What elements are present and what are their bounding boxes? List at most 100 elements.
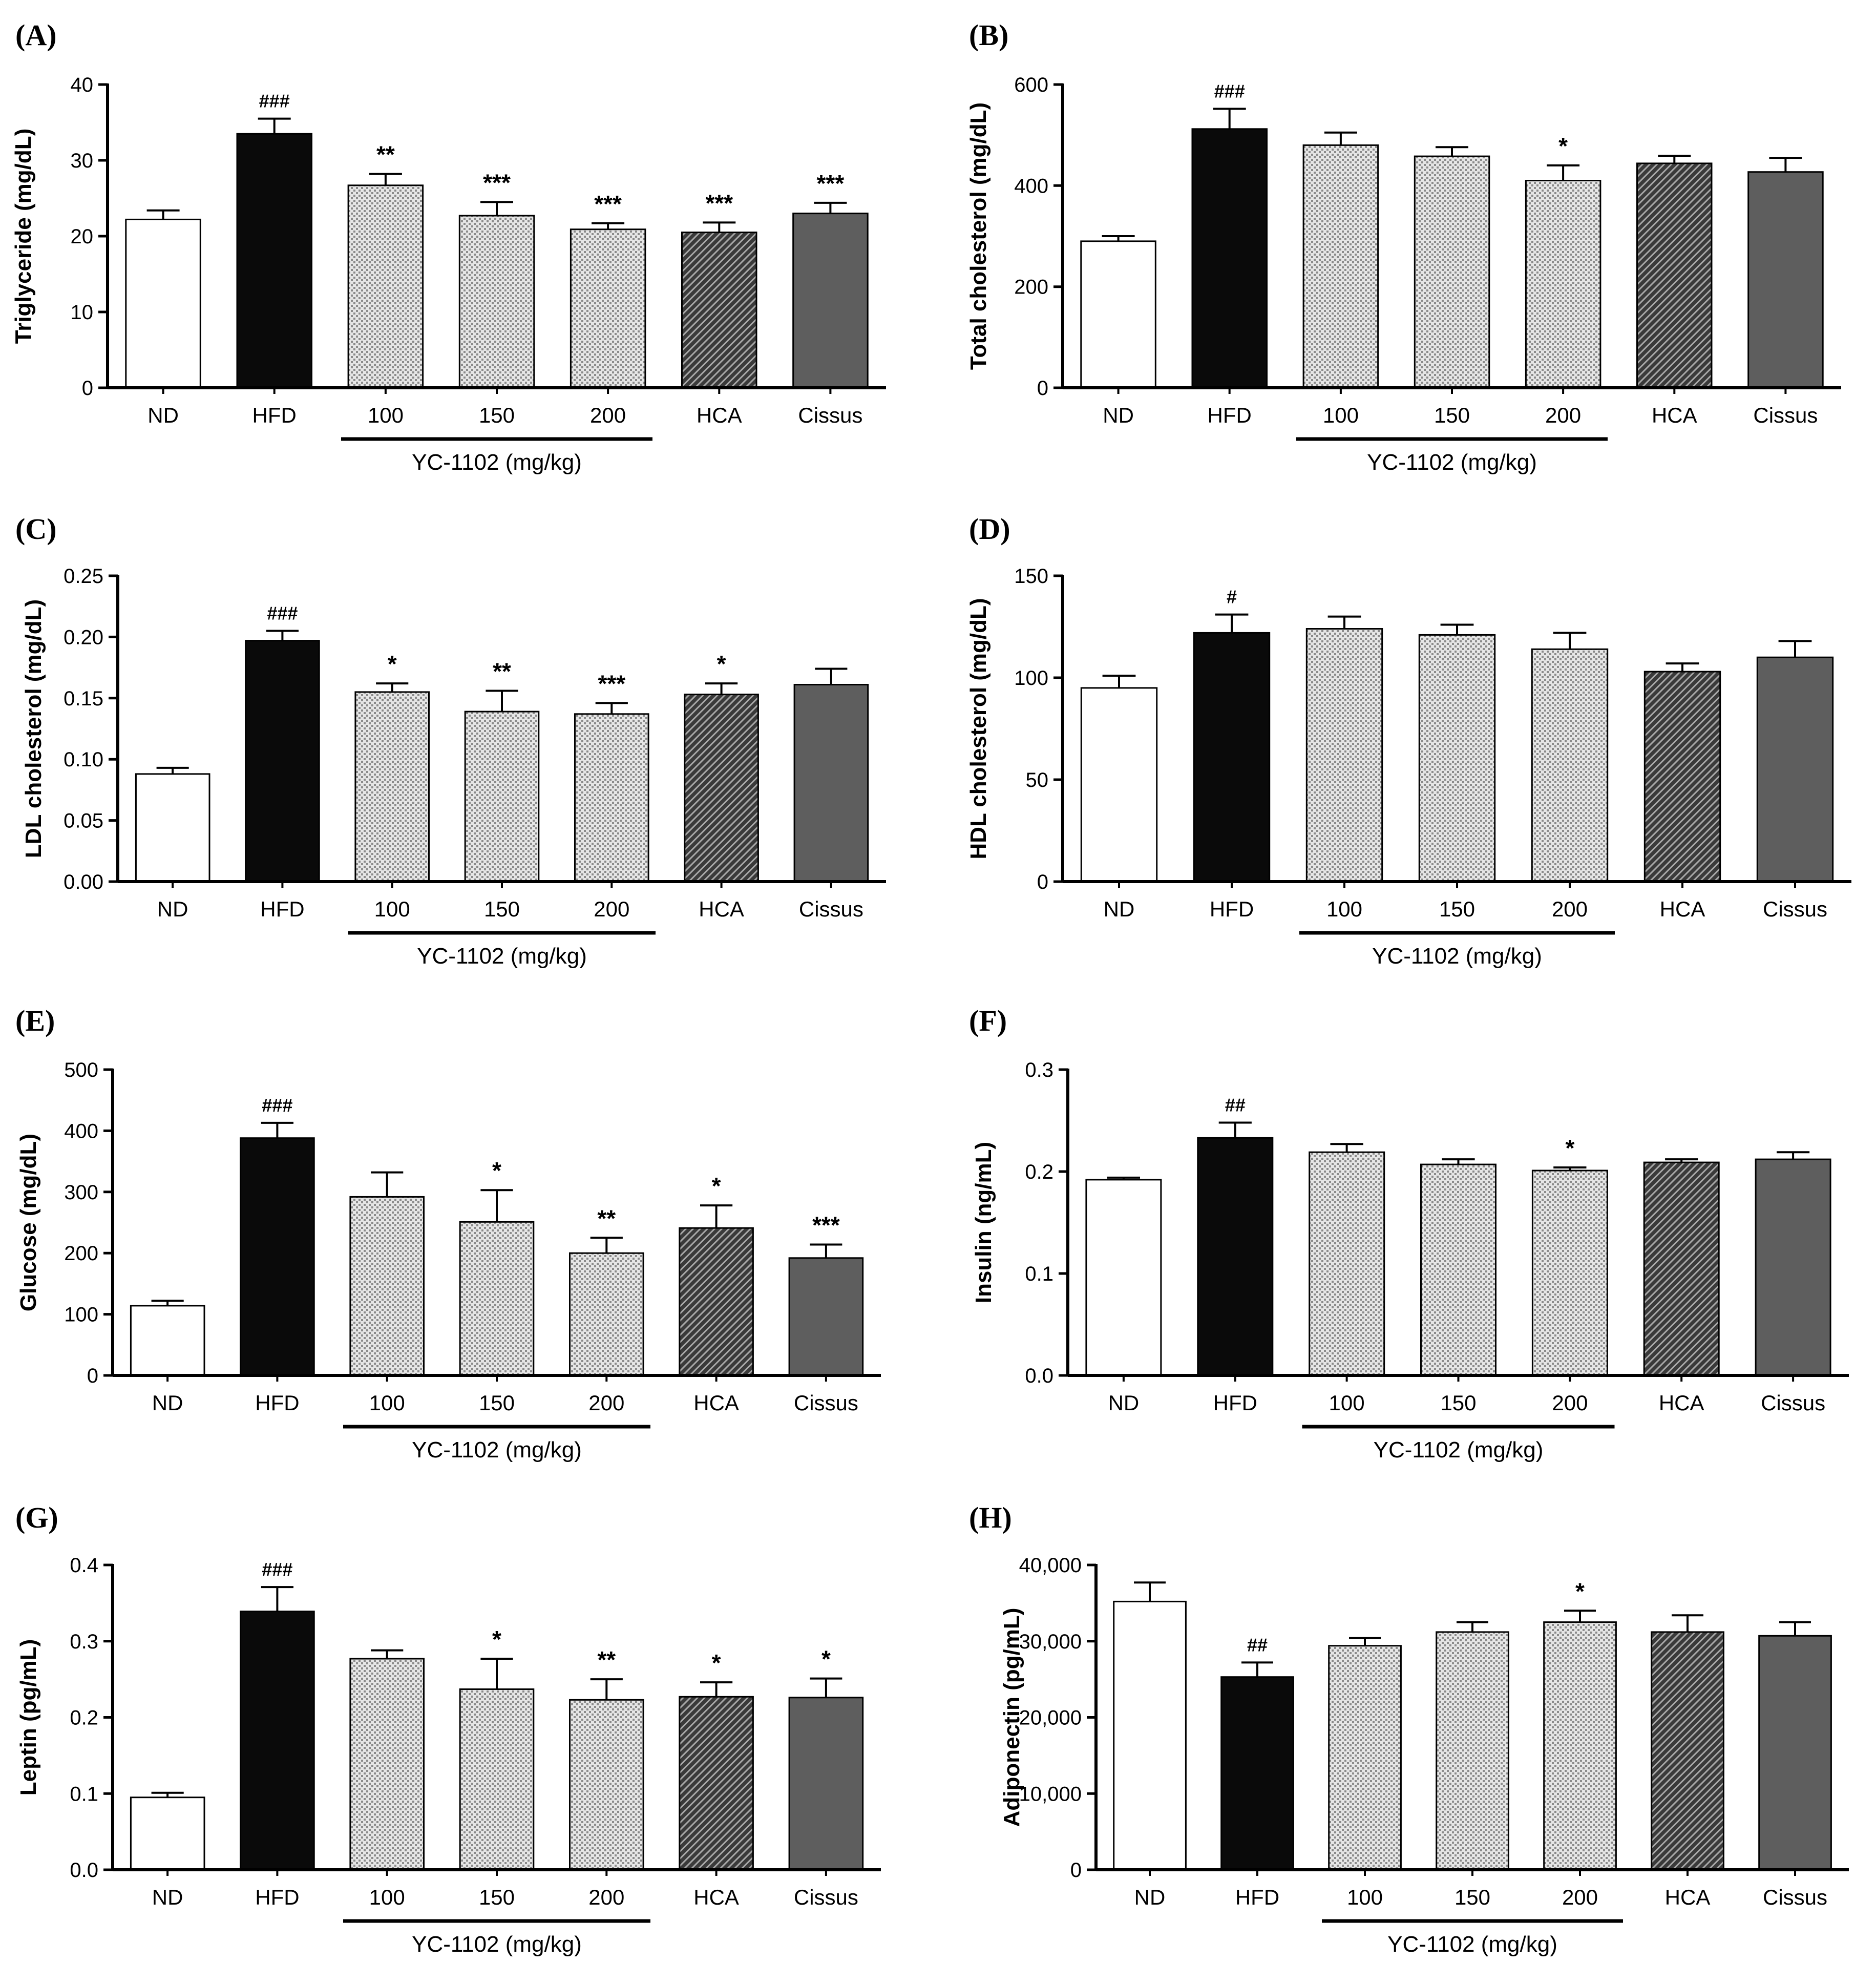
x-tick-label-b-5: HCA <box>1652 403 1697 427</box>
significance-label-c-3: ** <box>493 658 511 685</box>
bar-d-cissus <box>1756 656 1834 883</box>
y-tick-label-c-4: 0.20 <box>64 626 103 649</box>
y-tick-label-f-3: 0.3 <box>1025 1059 1053 1081</box>
group-label-g: YC-1102 (mg/kg) <box>412 1932 582 1957</box>
x-tick-label-e-3: 150 <box>479 1391 515 1415</box>
y-tick-label-e-2: 200 <box>64 1242 98 1265</box>
significance-label-c-4: *** <box>598 670 625 697</box>
bar-a-nd <box>125 218 201 389</box>
group-label-b: YC-1102 (mg/kg) <box>1367 450 1537 475</box>
bar-d-nd <box>1080 687 1158 883</box>
x-tick-label-a-5: HCA <box>697 403 742 427</box>
y-axis-label-h: Adiponectin (pg/mL) <box>999 1608 1024 1827</box>
y-tick-label-b-1: 200 <box>1014 276 1048 299</box>
bar-f-hca <box>1643 1161 1720 1376</box>
bar-e-nd <box>130 1305 205 1376</box>
panel-label-b: (B) <box>969 18 1008 52</box>
significance-label-a-6: *** <box>817 170 845 197</box>
x-tick-label-b-1: HFD <box>1208 403 1252 427</box>
panel-label-e: (E) <box>15 1004 55 1037</box>
panel-label-d: (D) <box>969 512 1010 546</box>
panel-label-f: (F) <box>969 1004 1007 1037</box>
significance-label-g-3: * <box>492 1626 501 1653</box>
x-tick-label-g-0: ND <box>152 1885 183 1909</box>
significance-label-a-2: ** <box>376 141 395 168</box>
panel-label-c: (C) <box>15 512 57 546</box>
x-tick-label-d-4: 200 <box>1552 897 1588 921</box>
x-tick-label-c-0: ND <box>157 897 188 921</box>
chart-panel-b: (B) ND ### HFD 100 150 * 200 HCA Cissus 0 200 400 600… <box>966 18 1841 475</box>
y-axis-label-f: Insulin (ng/mL) <box>971 1142 996 1303</box>
bar-e-hfd <box>240 1137 315 1376</box>
y-tick-label-g-3: 0.3 <box>70 1631 98 1653</box>
x-tick-label-c-6: Cissus <box>799 897 863 921</box>
y-tick-label-a-2: 20 <box>71 225 94 248</box>
y-tick-label-a-0: 0 <box>82 377 93 400</box>
bar-a-100 <box>347 184 424 389</box>
x-tick-label-a-0: ND <box>147 403 179 427</box>
y-tick-label-d-2: 100 <box>1014 667 1048 690</box>
x-tick-label-b-4: 200 <box>1545 403 1581 427</box>
bar-a-200 <box>570 228 646 389</box>
y-tick-label-c-5: 0.25 <box>64 565 103 588</box>
bar-e-cissus <box>788 1257 864 1376</box>
x-tick-label-e-1: HFD <box>255 1391 299 1415</box>
x-tick-label-g-2: 100 <box>369 1885 405 1909</box>
x-tick-label-f-6: Cissus <box>1761 1391 1825 1415</box>
bar-g-nd <box>130 1797 205 1871</box>
chart-panel-f: (F) ND ## HFD 100 150 * 200 HCA Cissus 0.0 0.1 0.2 0.… <box>969 1004 1849 1463</box>
y-tick-label-e-5: 500 <box>64 1059 98 1081</box>
bar-c-100 <box>354 691 430 883</box>
bar-h-100 <box>1328 1645 1402 1871</box>
y-tick-label-h-0: 0 <box>1070 1859 1082 1882</box>
bar-b-cissus <box>1747 171 1824 389</box>
bar-d-150 <box>1418 634 1496 883</box>
x-tick-label-b-2: 100 <box>1323 403 1359 427</box>
bar-g-hca <box>679 1696 754 1871</box>
y-tick-label-c-0: 0.00 <box>64 871 103 893</box>
y-tick-label-f-1: 0.1 <box>1025 1263 1053 1285</box>
bar-f-cissus <box>1755 1158 1831 1376</box>
x-tick-label-b-0: ND <box>1103 403 1134 427</box>
y-axis-label-a: Triglyceride (mg/dL) <box>11 129 36 344</box>
y-tick-label-h-4: 40,000 <box>1019 1554 1082 1577</box>
group-label-e: YC-1102 (mg/kg) <box>412 1437 582 1463</box>
significance-label-h-4: * <box>1575 1578 1585 1604</box>
y-tick-label-c-3: 0.15 <box>64 687 103 710</box>
significance-label-a-5: *** <box>705 190 733 216</box>
x-tick-label-f-1: HFD <box>1213 1391 1257 1415</box>
significance-label-a-4: *** <box>594 191 622 217</box>
y-tick-label-d-3: 150 <box>1014 565 1048 588</box>
bar-c-200 <box>574 713 649 883</box>
group-label-d: YC-1102 (mg/kg) <box>1372 944 1542 969</box>
y-tick-label-d-0: 0 <box>1037 871 1048 893</box>
x-tick-label-f-0: ND <box>1108 1391 1140 1415</box>
x-tick-label-f-3: 150 <box>1440 1391 1476 1415</box>
bar-d-hca <box>1643 671 1721 883</box>
x-tick-label-e-0: ND <box>152 1391 183 1415</box>
significance-label-e-1: ### <box>262 1095 292 1116</box>
x-tick-label-c-1: HFD <box>260 897 304 921</box>
x-tick-label-g-3: 150 <box>479 1885 515 1909</box>
x-tick-label-d-5: HCA <box>1660 897 1705 921</box>
bar-h-hca <box>1651 1631 1724 1871</box>
panel-label-a: (A) <box>15 18 57 52</box>
x-tick-label-h-5: HCA <box>1665 1885 1711 1909</box>
significance-label-e-4: ** <box>597 1205 616 1231</box>
y-tick-label-c-2: 0.10 <box>64 748 103 771</box>
bar-h-hfd <box>1220 1676 1294 1871</box>
bar-c-hca <box>684 694 759 883</box>
significance-label-b-4: * <box>1558 133 1568 159</box>
x-tick-label-a-2: 100 <box>368 403 404 427</box>
bar-b-hca <box>1636 162 1713 389</box>
bar-h-nd <box>1113 1600 1187 1871</box>
y-tick-label-f-0: 0.0 <box>1025 1365 1053 1387</box>
bar-h-200 <box>1543 1621 1617 1871</box>
panel-label-g: (G) <box>15 1501 58 1534</box>
significance-label-f-1: ## <box>1225 1095 1246 1116</box>
y-tick-label-c-1: 0.05 <box>64 810 103 832</box>
y-tick-label-b-3: 600 <box>1014 74 1048 96</box>
significance-label-a-3: *** <box>483 169 511 196</box>
x-tick-label-h-3: 150 <box>1455 1885 1490 1909</box>
y-tick-label-d-1: 50 <box>1026 769 1049 791</box>
